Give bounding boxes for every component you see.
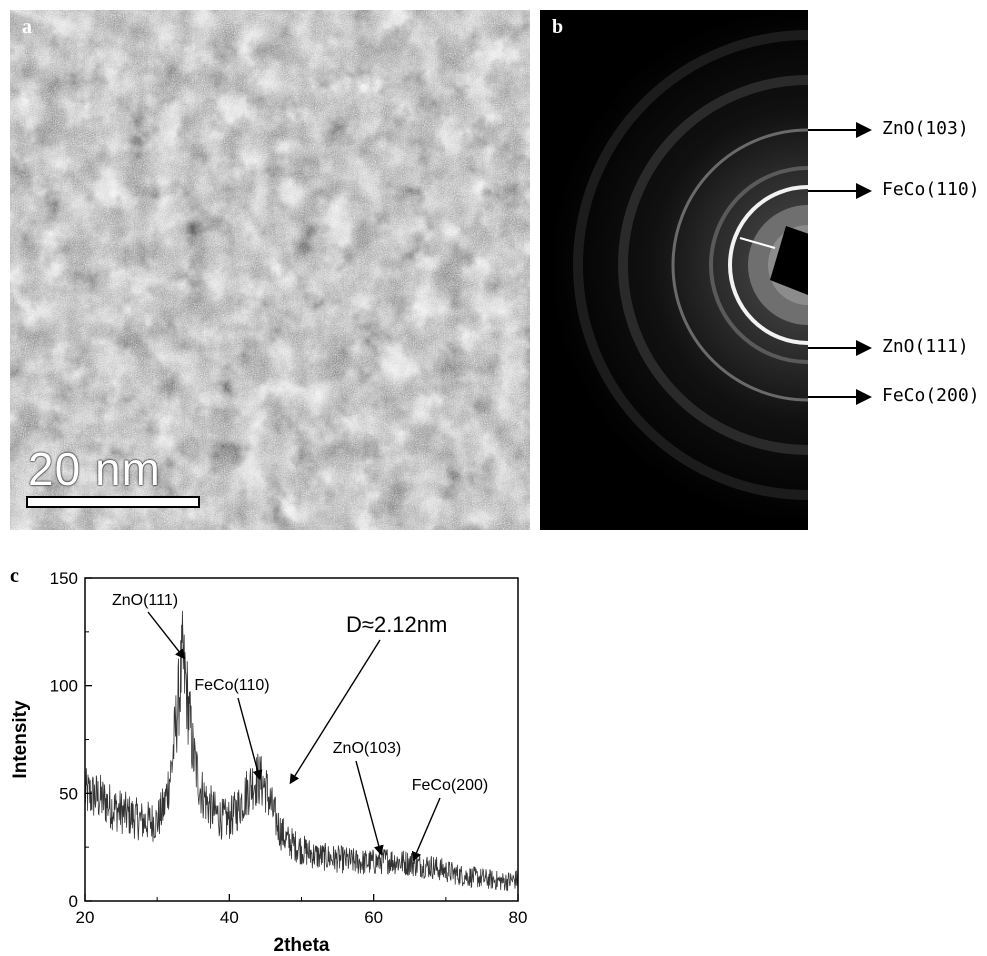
y-tick-label: 50 [59,784,78,803]
tem-noise-texture [10,10,530,530]
annotation-label: ZnO(103) [333,740,401,757]
annotation-label: FeCo(110) [194,677,269,694]
x-tick-label: 80 [509,908,528,927]
series-line [84,610,518,891]
saed-pattern-panel: b [540,10,808,530]
annotation-arrow [237,697,263,781]
annotation-label: FeCo(200) [412,777,488,794]
ring-label-feco110: FeCo(110) [882,179,980,200]
y-tick-label: 150 [50,569,78,588]
ring-label-zno103: ZnO(103) [882,118,969,139]
y-axis-title: Intensity [10,700,31,779]
ring-arrow-feco200 [808,389,872,405]
tem-image-panel: a 20 nm [10,10,530,530]
panel-b-letter: b [552,16,564,38]
ring-label-zno111: ZnO(111) [882,336,969,357]
annotation-label: ZnO(111) [112,592,178,609]
panel-c-letter: c [10,565,19,587]
annotation-label: D≈2.12nm [346,612,447,637]
ring-arrow-feco110 [808,183,872,199]
annotation-arrow [411,797,441,862]
y-tick-label: 100 [50,677,78,696]
diffraction-rings [540,10,808,530]
panel-a-letter: a [22,16,32,38]
ring-arrow-zno111 [808,340,872,356]
ring-arrow-znO103 [808,122,872,138]
x-tick-label: 20 [76,908,95,927]
x-tick-label: 40 [220,908,239,927]
annotation-arrow [147,611,186,660]
scale-bar-label: 20 nm [28,443,161,495]
scale-bar [26,496,200,508]
annotation-arrow [289,639,381,785]
xrd-chart: 20 40 60 80 0 50 100 150 2theta Intensity ZnO(111)… [10,569,528,956]
y-tick-label: 0 [69,892,78,911]
annotation-arrow [355,760,384,856]
ring-label-feco200: FeCo(200) [882,385,980,406]
x-axis-title: 2theta [274,935,330,956]
x-tick-label: 60 [364,908,383,927]
